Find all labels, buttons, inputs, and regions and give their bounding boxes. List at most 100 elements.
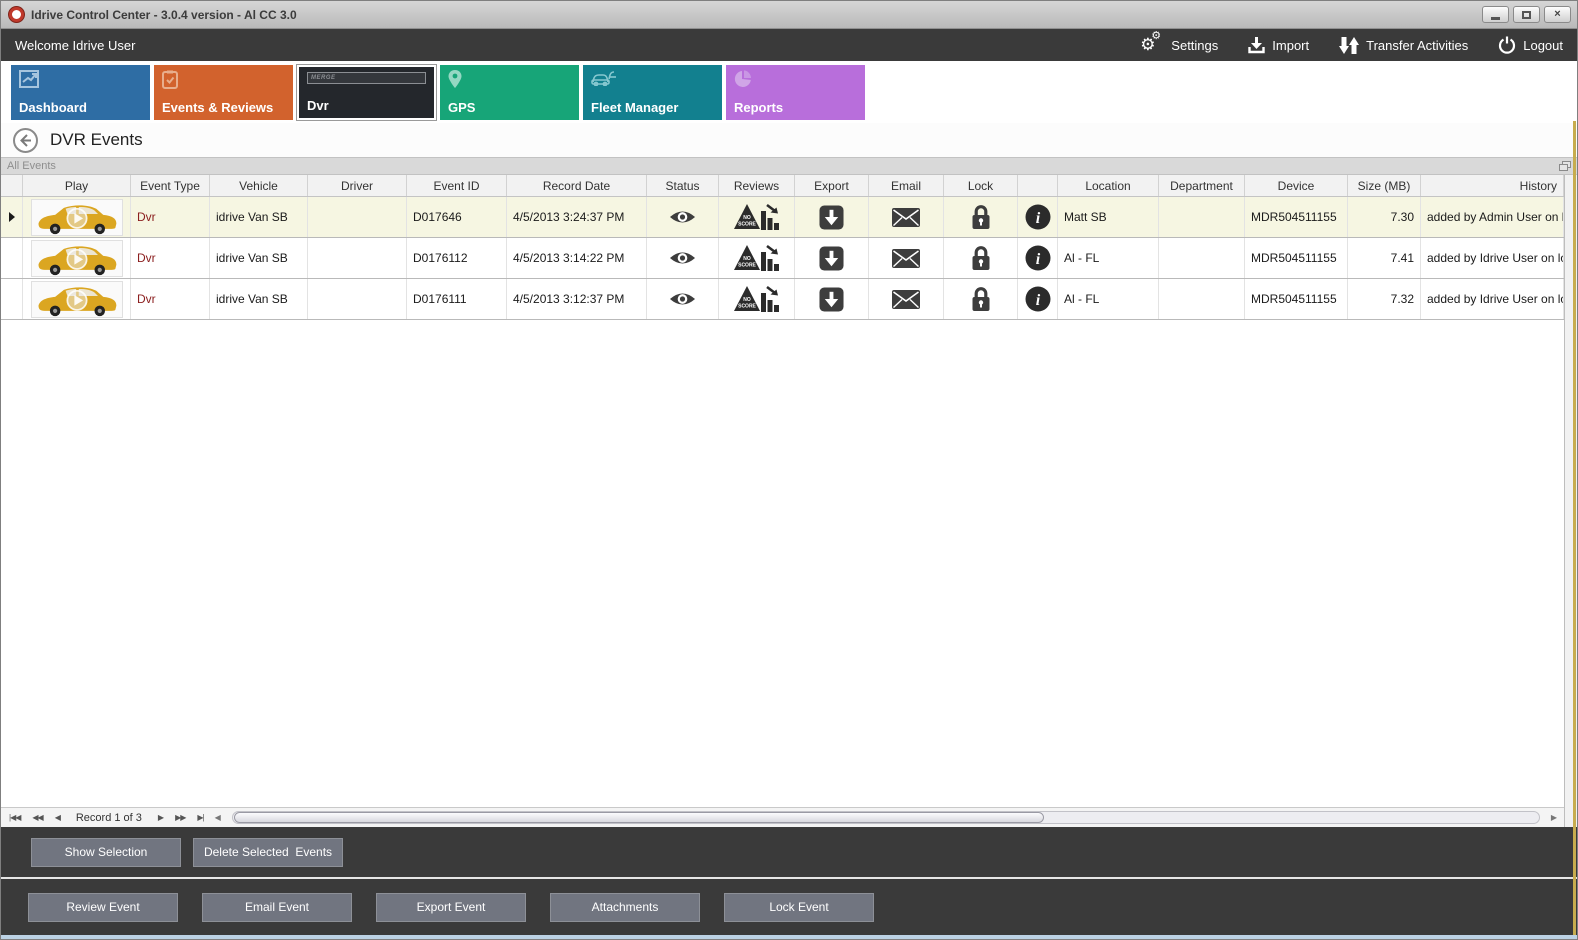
record-date-cell: 4/5/2013 3:14:22 PM [507, 238, 647, 278]
hscroll-left-arrow[interactable]: ◀ [214, 813, 221, 822]
nav-prev-button[interactable]: ◀ [54, 813, 61, 822]
reviews-cell[interactable]: NO SCORE [719, 279, 795, 319]
lock-cell[interactable] [944, 238, 1018, 278]
settings-button[interactable]: ⚙ ⚙ Settings [1140, 31, 1218, 56]
back-button[interactable] [13, 127, 38, 153]
tab-dvr[interactable]: MERGE Dvr [296, 64, 437, 121]
logout-button[interactable]: Logout [1498, 36, 1563, 54]
info-cell[interactable]: i [1018, 279, 1058, 319]
svg-text:SCORE: SCORE [738, 222, 756, 228]
map-pin-icon [448, 70, 468, 88]
eye-icon [669, 252, 696, 264]
tab-gps[interactable]: GPS [440, 65, 579, 120]
column-header-vehicle[interactable]: Vehicle [210, 175, 308, 196]
reviews-cell[interactable]: NO SCORE [719, 238, 795, 278]
table-row[interactable]: Dvr idrive Van SB D017646 4/5/2013 3:24:… [1, 197, 1564, 238]
table-row[interactable]: Dvr idrive Van SB D0176111 4/5/2013 3:12… [1, 279, 1564, 320]
delete-selected-events-button[interactable]: Delete Selected Events [193, 837, 343, 867]
email-cell[interactable] [869, 238, 944, 278]
column-header-location[interactable]: Location [1058, 175, 1159, 196]
export-event-button[interactable]: Export Event [376, 892, 526, 922]
column-header-play[interactable]: Play [23, 175, 131, 196]
column-header-info[interactable] [1018, 175, 1058, 196]
nav-first-button[interactable]: |◀◀ [9, 813, 21, 822]
review-event-button[interactable]: Review Event [28, 892, 178, 922]
envelope-icon [892, 207, 920, 227]
minimize-button[interactable] [1482, 6, 1509, 23]
column-header-lock[interactable]: Lock [944, 175, 1018, 196]
info-cell[interactable]: i [1018, 197, 1058, 237]
play-cell[interactable] [23, 197, 131, 237]
tab-dvr-label: Dvr [307, 98, 329, 113]
column-header-history[interactable]: History [1421, 175, 1564, 196]
event-type-cell: Dvr [131, 197, 210, 237]
table-row[interactable]: Dvr idrive Van SB D0176112 4/5/2013 3:14… [1, 238, 1564, 279]
tab-events-reviews[interactable]: Events & Reviews [154, 65, 293, 120]
svg-text:i: i [1035, 210, 1040, 227]
info-icon: i [1025, 286, 1050, 312]
column-header-record-date[interactable]: Record Date [507, 175, 647, 196]
horizontal-scrollbar-thumb[interactable] [233, 812, 1044, 823]
status-cell[interactable] [647, 279, 719, 319]
column-header-device[interactable]: Device [1245, 175, 1348, 196]
export-cell[interactable] [795, 238, 869, 278]
column-header-department[interactable]: Department [1159, 175, 1245, 196]
float-panel-icon[interactable] [1559, 161, 1571, 171]
event-video-thumbnail[interactable] [30, 198, 123, 236]
reviews-cell[interactable]: NO SCORE [719, 197, 795, 237]
play-cell[interactable] [23, 238, 131, 278]
lock-cell[interactable] [944, 279, 1018, 319]
maximize-button[interactable] [1513, 6, 1540, 23]
status-cell[interactable] [647, 238, 719, 278]
no-score-badge-icon: NO SCORE [733, 285, 779, 312]
car-image [38, 286, 116, 316]
pagination-bar: |◀◀ ◀◀ ◀ Record 1 of 3 ▶ ▶▶ ▶| ◀ ▶ [1, 807, 1564, 827]
event-video-thumbnail[interactable] [30, 280, 123, 318]
size-cell: 7.30 [1348, 197, 1421, 237]
show-selection-button[interactable]: Show Selection [31, 837, 181, 867]
nav-prev-page-button[interactable]: ◀◀ [32, 813, 43, 822]
envelope-icon [892, 248, 920, 268]
play-cell[interactable] [23, 279, 131, 319]
eye-icon [669, 211, 696, 223]
history-cell: added by Admin User on local [1421, 197, 1564, 237]
email-cell[interactable] [869, 279, 944, 319]
attachments-button[interactable]: Attachments [550, 892, 700, 922]
column-header-status[interactable]: Status [647, 175, 719, 196]
svg-text:i: i [1035, 251, 1040, 268]
column-header-event-id[interactable]: Event ID [407, 175, 507, 196]
tab-fleet-manager[interactable]: Fleet Manager [583, 65, 722, 120]
column-header-email[interactable]: Email [869, 175, 944, 196]
info-cell[interactable]: i [1018, 238, 1058, 278]
event-video-thumbnail[interactable] [30, 239, 123, 277]
hscroll-right-arrow[interactable]: ▶ [1550, 813, 1557, 822]
import-button[interactable]: Import [1248, 36, 1310, 54]
car-image [38, 204, 116, 234]
horizontal-scrollbar[interactable] [231, 811, 1540, 824]
column-header-export[interactable]: Export [795, 175, 869, 196]
email-cell[interactable] [869, 197, 944, 237]
column-header-size-mb-[interactable]: Size (MB) [1348, 175, 1421, 196]
envelope-icon [892, 289, 920, 309]
transfer-activities-button[interactable]: Transfer Activities [1339, 36, 1468, 55]
close-button[interactable]: × [1544, 6, 1571, 23]
status-cell[interactable] [647, 197, 719, 237]
record-counter: Record 1 of 3 [75, 811, 142, 824]
column-header-reviews[interactable]: Reviews [719, 175, 795, 196]
vehicle-cell: idrive Van SB [210, 279, 308, 319]
lock-cell[interactable] [944, 197, 1018, 237]
import-icon [1248, 36, 1265, 54]
nav-next-page-button[interactable]: ▶▶ [175, 813, 186, 822]
email-event-button[interactable]: Email Event [202, 892, 352, 922]
export-cell[interactable] [795, 279, 869, 319]
column-header-event-type[interactable]: Event Type [131, 175, 210, 196]
export-cell[interactable] [795, 197, 869, 237]
column-header-driver[interactable]: Driver [308, 175, 407, 196]
nav-last-button[interactable]: ▶| [197, 813, 204, 822]
nav-next-button[interactable]: ▶ [157, 813, 164, 822]
vehicle-cell: idrive Van SB [210, 238, 308, 278]
lock-event-button[interactable]: Lock Event [724, 892, 874, 922]
tab-reports[interactable]: Reports [726, 65, 865, 120]
import-label: Import [1272, 37, 1310, 53]
tab-dashboard[interactable]: Dashboard [11, 65, 150, 120]
